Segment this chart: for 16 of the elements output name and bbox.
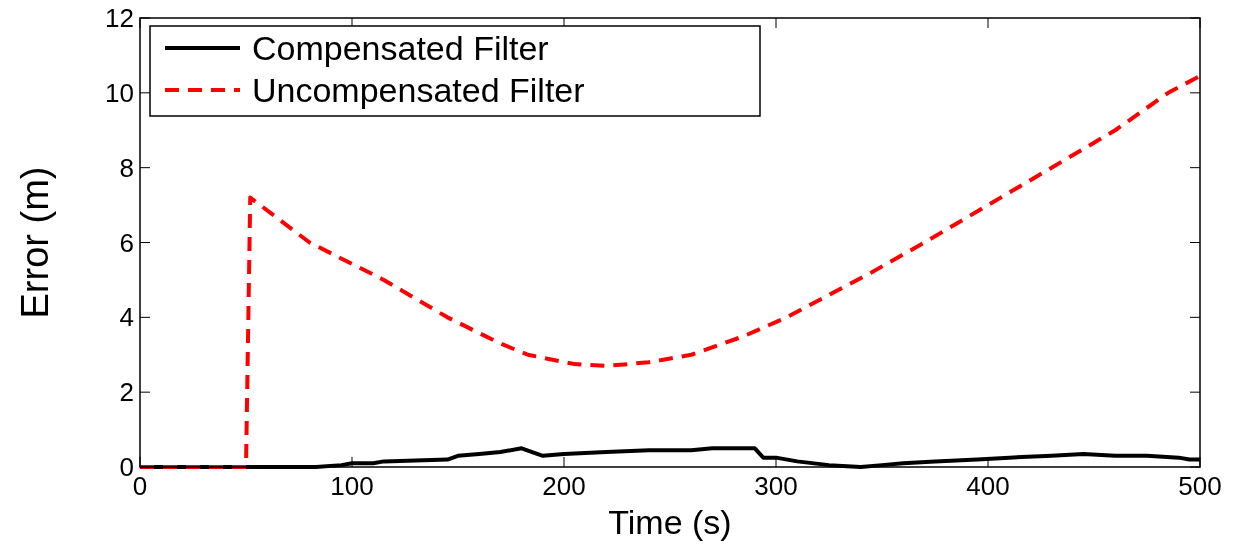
x-tick-label: 100 <box>330 471 374 501</box>
y-tick-label: 10 <box>105 77 134 108</box>
y-tick-label: 12 <box>105 3 134 34</box>
y-tick-label: 2 <box>119 377 134 408</box>
x-tick-label: 300 <box>754 471 798 501</box>
x-axis-title: Time (s) <box>608 503 732 541</box>
legend-label: Uncompensated Filter <box>252 70 585 109</box>
x-tick-label: 400 <box>966 471 1010 501</box>
y-axis-title: Error (m) <box>14 166 56 319</box>
legend-label: Compensated Filter <box>252 28 549 67</box>
y-tick-label: 8 <box>119 152 134 183</box>
y-tick-label: 4 <box>119 302 134 333</box>
line-series <box>140 74 1200 469</box>
x-tick-label: 200 <box>542 471 586 501</box>
y-tick-label: 6 <box>119 227 134 258</box>
x-tick-label: 500 <box>1178 471 1222 501</box>
